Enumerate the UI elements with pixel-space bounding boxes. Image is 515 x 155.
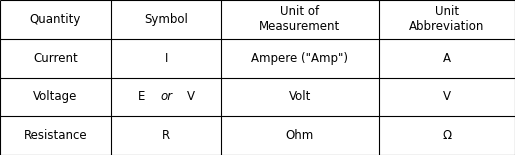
Text: A: A — [443, 52, 451, 65]
Text: Resistance: Resistance — [24, 129, 87, 142]
Text: Current: Current — [33, 52, 78, 65]
Text: Voltage: Voltage — [33, 90, 78, 103]
Text: I: I — [164, 52, 168, 65]
Text: Ampere ("Amp"): Ampere ("Amp") — [251, 52, 349, 65]
Text: Ohm: Ohm — [286, 129, 314, 142]
Text: Ω: Ω — [442, 129, 451, 142]
Text: E: E — [138, 90, 145, 103]
Text: Symbol: Symbol — [144, 13, 188, 26]
Text: R: R — [162, 129, 170, 142]
Text: or: or — [160, 90, 172, 103]
Text: Unit
Abbreviation: Unit Abbreviation — [409, 5, 485, 33]
Text: V: V — [443, 90, 451, 103]
Text: V: V — [187, 90, 195, 103]
Text: Quantity: Quantity — [30, 13, 81, 26]
Text: Unit of
Measurement: Unit of Measurement — [260, 5, 340, 33]
Text: Volt: Volt — [289, 90, 311, 103]
